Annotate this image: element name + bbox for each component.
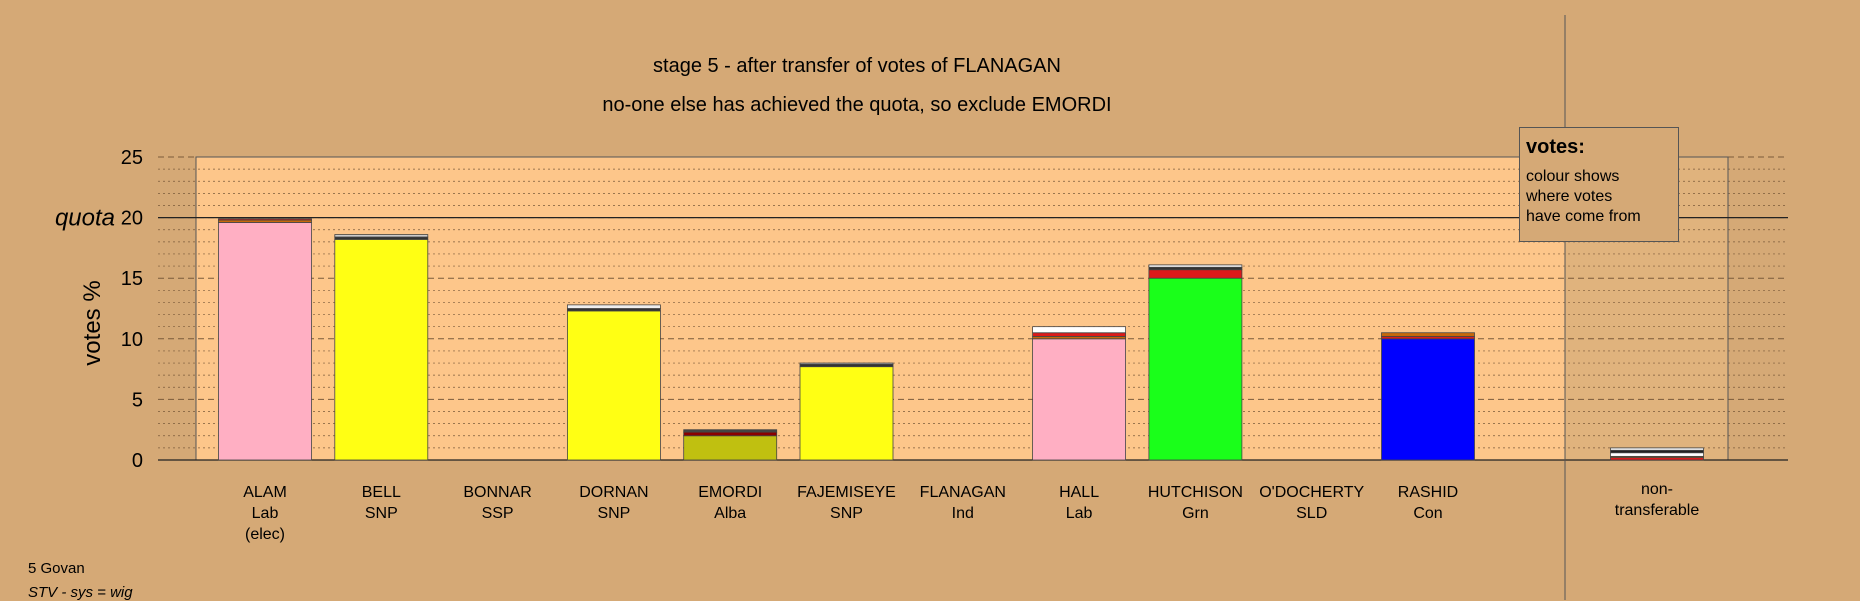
candidate-party-label: SNP — [830, 505, 863, 522]
legend-box: votes: colour shows where votes have com… — [1519, 127, 1679, 242]
bar-segment — [1148, 277, 1243, 461]
legend-title: votes: — [1526, 136, 1585, 158]
candidate-name-label: RASHID — [1398, 484, 1458, 501]
bar-segment — [799, 366, 894, 461]
candidate-party-label: Ind — [952, 505, 974, 522]
bar-segment — [218, 218, 312, 221]
candidate-party-label: SLD — [1296, 505, 1327, 522]
y-tick-label: 0 — [132, 450, 143, 472]
candidate-name-label: FAJEMISEYE — [797, 484, 896, 501]
y-tick-label: 5 — [132, 389, 143, 411]
bar-segment — [567, 310, 661, 461]
bar-segment — [334, 239, 429, 461]
nontransferable-bar-segment — [1610, 447, 1704, 451]
candidate-name-label: HUTCHISON — [1148, 484, 1243, 501]
y-tick-label: 10 — [121, 329, 143, 351]
bar-segment — [567, 304, 661, 309]
candidate-name-label: EMORDI — [698, 484, 762, 501]
candidate-name-label: DORNAN — [579, 484, 648, 501]
y-tick-label: 20 — [121, 208, 143, 230]
footer-system-label: STV - sys = wig — [28, 584, 133, 601]
y-axis-label: votes % — [79, 280, 106, 365]
candidate-party-label: Grn — [1182, 505, 1209, 522]
y-tick-label: 15 — [121, 268, 143, 290]
bar-segment — [683, 435, 778, 461]
bar-segment — [1381, 332, 1475, 337]
candidate-name-label: BELL — [362, 484, 401, 501]
bar-segment — [1032, 332, 1126, 337]
candidate-name-label: ALAM — [243, 484, 287, 501]
nontransferable-label: non- — [1641, 481, 1673, 498]
candidate-name-label: BONNAR — [463, 484, 531, 501]
bar-segment — [1032, 326, 1126, 334]
candidate-name-label: HALL — [1059, 484, 1099, 501]
candidate-party-label: SNP — [365, 505, 398, 522]
quota-label: quota — [55, 205, 115, 232]
bar-segment — [683, 429, 778, 433]
chart-title: stage 5 - after transfer of votes of FLA… — [653, 55, 1061, 77]
candidate-party-label: Alba — [714, 505, 746, 522]
chart-subtitle: no-one else has achieved the quota, so e… — [602, 94, 1111, 116]
bar-segment — [799, 362, 894, 365]
nontransferable-bar-segment — [1610, 452, 1704, 457]
candidate-party-label: Con — [1413, 505, 1442, 522]
candidate-party-label: SNP — [597, 505, 630, 522]
legend-line: colour shows — [1526, 168, 1620, 185]
candidate-name-label: FLANAGAN — [920, 484, 1006, 501]
bar-segment — [1148, 269, 1243, 279]
nontransferable-label: transferable — [1615, 502, 1700, 519]
bar-segment — [683, 431, 778, 437]
bar-segment — [1381, 338, 1475, 461]
plot-area: 0 5 10 15 20 25 quota ALAM Lab (elec) BELL SNP BONNA… — [55, 15, 1788, 600]
candidate-party-label: SSP — [482, 505, 514, 522]
candidate-party-label: Lab — [1066, 505, 1093, 522]
bar-segment — [218, 222, 312, 461]
legend-line: where votes — [1526, 188, 1613, 205]
candidate-party-label: Lab — [252, 505, 279, 522]
footer-area-label: 5 Govan — [28, 560, 85, 577]
y-tick-label: 25 — [121, 147, 143, 169]
candidate-name-label: O'DOCHERTY — [1259, 484, 1364, 501]
bar-segment — [1032, 338, 1126, 461]
bar-segment — [1148, 264, 1243, 268]
legend-line: have come from — [1526, 208, 1641, 225]
candidate-note-label: (elec) — [245, 526, 285, 543]
bar-segment — [334, 234, 429, 238]
